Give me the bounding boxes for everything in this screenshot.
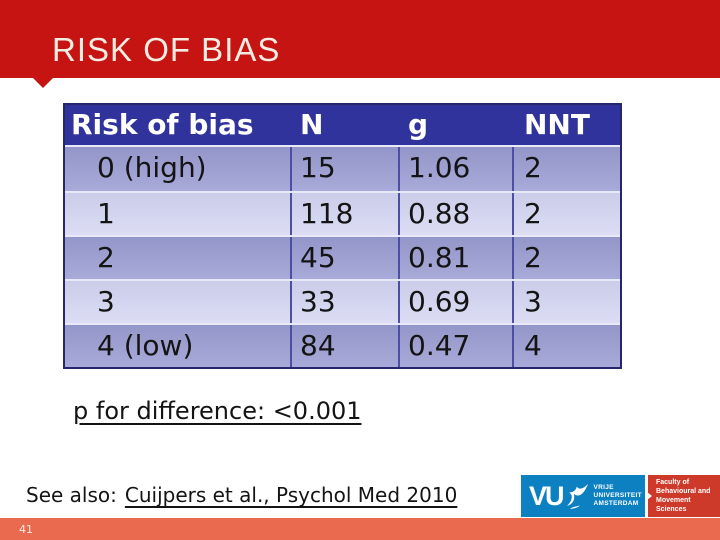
- slide-title: RISK OF BIAS: [52, 31, 281, 68]
- table-row: 1 118 0.88 2: [65, 191, 620, 235]
- see-also-label: See also:: [26, 483, 117, 507]
- table-cell: 2: [524, 151, 542, 184]
- table-cell: 0.47: [400, 325, 514, 367]
- vu-logo: VU VRIJE UNIVERSITEIT AMSTERDAM Faculty …: [521, 475, 720, 517]
- citation-link[interactable]: Cuijpers et al., Psychol Med 2010: [124, 483, 458, 507]
- banner-notch-pointer: [33, 78, 53, 88]
- table-cell: 0.69: [400, 281, 514, 323]
- faculty-name: Faculty of Behavioural and Movement Scie…: [656, 478, 720, 514]
- header-cell-nnt: NNT: [524, 108, 590, 141]
- table-cell: 0.88: [400, 193, 514, 235]
- table-cell: 1: [65, 193, 292, 235]
- see-also-line: See also: Cuijpers et al., Psychol Med 20…: [26, 483, 457, 507]
- vu-wordmark: VU: [529, 480, 564, 511]
- table-cell: 15: [292, 147, 400, 191]
- table-row: 4 (low) 84 0.47 4: [65, 323, 620, 367]
- table-cell: 0.81: [400, 237, 514, 279]
- header-cell-g: g: [408, 108, 429, 141]
- faculty-panel: Faculty of Behavioural and Movement Scie…: [647, 475, 720, 517]
- table-cell: 1.06: [400, 147, 514, 191]
- table-cell: 2: [524, 197, 542, 230]
- table-cell: 84: [292, 325, 400, 367]
- table-cell: 118: [292, 193, 400, 235]
- table-cell: 45: [292, 237, 400, 279]
- table-cell: 4 (low): [65, 325, 292, 367]
- page-number: 41: [19, 522, 33, 536]
- table-row: 0 (high) 15 1.06 2: [65, 147, 620, 191]
- table-row: 3 33 0.69 3: [65, 279, 620, 323]
- table-cell: 33: [292, 281, 400, 323]
- griffin-icon: [566, 484, 588, 509]
- university-name: VRIJE UNIVERSITEIT AMSTERDAM: [594, 484, 642, 508]
- vu-logo-blue-panel: VU VRIJE UNIVERSITEIT AMSTERDAM: [521, 475, 645, 517]
- title-banner: RISK OF BIAS: [0, 0, 720, 78]
- footer-bar: 41: [0, 518, 720, 540]
- table-cell: 3: [65, 281, 292, 323]
- table-cell: 2: [65, 237, 292, 279]
- faculty-name-line: Movement Sciences: [656, 497, 691, 513]
- university-name-line: AMSTERDAM: [593, 500, 639, 507]
- faculty-name-line: Faculty of: [656, 479, 690, 486]
- university-name-line: UNIVERSITEIT: [593, 492, 642, 499]
- table-row: 2 45 0.81 2: [65, 235, 620, 279]
- panel-arrow-icon: [647, 492, 652, 500]
- table-cell: 4: [524, 329, 542, 362]
- risk-of-bias-table: Risk of bias N g NNT 0 (high) 15 1.06 2 …: [63, 103, 622, 369]
- faculty-name-line: Behavioural and: [656, 488, 711, 495]
- table-cell: 3: [524, 285, 542, 318]
- table-header-row: Risk of bias N g NNT: [65, 105, 620, 147]
- table-cell: 2: [524, 241, 542, 274]
- header-cell-n: N: [300, 108, 324, 141]
- table-cell: 0 (high): [65, 147, 292, 191]
- header-cell-risk-of-bias: Risk of bias: [71, 108, 254, 141]
- p-value-note: p for difference: <0.001: [73, 397, 362, 425]
- university-name-line: VRIJE: [593, 484, 614, 491]
